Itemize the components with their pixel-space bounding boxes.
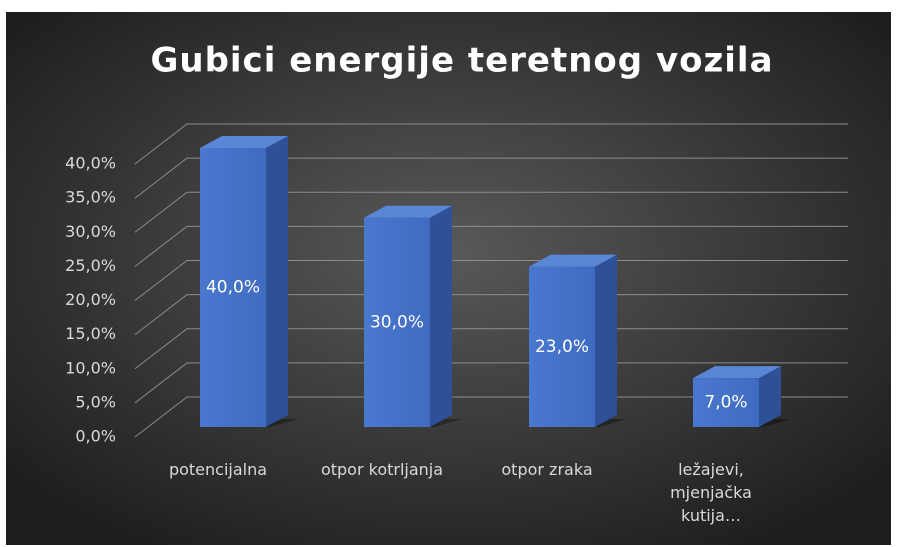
grid-line: [134, 294, 848, 336]
data-label: 23,0%: [535, 337, 589, 357]
y-tick-label: 0,0%: [75, 427, 116, 446]
y-tick-label: 30,0%: [65, 222, 116, 241]
bar: [529, 266, 595, 427]
bar: [693, 378, 759, 427]
grid-line: [134, 362, 848, 404]
x-tick-label: potencijalna: [168, 460, 268, 479]
y-tick-label: 25,0%: [65, 256, 116, 275]
bar: [200, 148, 266, 427]
grid-line: [134, 260, 848, 301]
x-tick-label: otpor zraka: [501, 460, 593, 479]
grid-line: [134, 191, 848, 233]
grid-line: [134, 123, 848, 165]
bar-top: [529, 254, 617, 267]
y-tick-label: 40,0%: [65, 154, 116, 173]
bar-side: [759, 366, 781, 427]
chart-title: Gubici energije teretnog vozila: [150, 41, 773, 81]
bar-top: [200, 136, 288, 148]
data-label: 40,0%: [206, 278, 260, 298]
grid-line: [134, 328, 848, 370]
x-tick-label: ležajevi, mjenjačka kutija…: [670, 460, 752, 525]
bar-side: [595, 254, 617, 427]
grid-line: [134, 396, 848, 438]
x-tick-label: otpor kotrljanja: [320, 460, 444, 479]
y-tick-label: 35,0%: [65, 188, 116, 207]
data-label: 7,0%: [704, 393, 747, 413]
y-tick-label: 15,0%: [65, 324, 116, 343]
bar: [364, 217, 430, 427]
grid-line: [134, 225, 848, 267]
data-label: 30,0%: [370, 312, 424, 332]
bar-side: [430, 205, 452, 427]
bar-side: [266, 136, 288, 427]
bar-top: [693, 366, 781, 379]
y-tick-label: 20,0%: [65, 290, 116, 309]
grid-line: [134, 157, 848, 199]
y-tick-label: 5,0%: [75, 392, 116, 411]
y-tick-label: 10,0%: [65, 358, 116, 377]
bar-top: [364, 205, 452, 218]
